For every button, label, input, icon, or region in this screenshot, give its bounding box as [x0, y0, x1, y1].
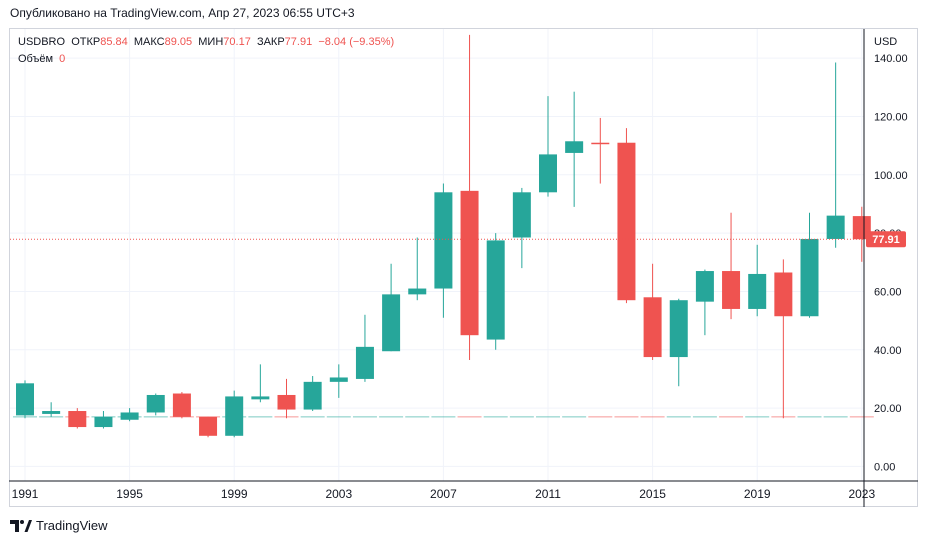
candle-body: [94, 416, 113, 428]
candle-body: [486, 240, 505, 340]
y-tick-label: 60.00: [874, 286, 902, 298]
high-value: 89.05: [164, 36, 193, 48]
y-tick-label: 0.00: [874, 461, 895, 473]
candle-body: [277, 394, 296, 410]
candle-body: [695, 271, 714, 302]
y-tick-label: 100.00: [874, 170, 908, 182]
candle-body: [800, 238, 819, 317]
candle-body: [329, 377, 348, 382]
close-value: 77.91: [284, 36, 313, 48]
candle-body: [434, 192, 453, 289]
y-tick-label: 20.00: [874, 403, 902, 415]
x-tick-label: 2007: [430, 487, 457, 501]
y-tick-label: 140.00: [874, 53, 908, 65]
x-tick-label: 2019: [744, 487, 771, 501]
candle-body: [643, 297, 662, 358]
open-value: 85.84: [100, 36, 128, 48]
symbol-name[interactable]: USDBRO: [18, 36, 66, 48]
candle-body: [382, 294, 401, 352]
candle-body: [16, 383, 34, 416]
candle-body: [408, 288, 427, 295]
x-tick-label: 1991: [12, 487, 39, 501]
volume-row: Объём 0: [18, 51, 394, 68]
tradingview-logo-icon: [10, 519, 32, 532]
time-axis[interactable]: 1991 1995 1999 2003 2007 2011 2015 2019 2023: [9, 480, 918, 501]
candle-body: [748, 273, 767, 309]
ohlc-row: USDBRO ОТКР85.84 МАКС89.05 МИН70.17 ЗАКР…: [18, 34, 394, 51]
candle-body: [617, 142, 636, 301]
x-tick-label: 2003: [325, 487, 352, 501]
x-tick-label: 1995: [116, 487, 143, 501]
x-tick-label: 2023: [848, 487, 875, 501]
candle-body: [146, 394, 165, 413]
candle-body: [120, 412, 139, 420]
last-price-label: 77.91: [872, 234, 900, 246]
candle-body: [172, 393, 191, 417]
candle-body: [42, 411, 61, 414]
low-value: 70.17: [223, 36, 251, 48]
candle-body: [565, 141, 584, 153]
price-axis[interactable]: 0.0020.0040.0060.0080.00100.00120.00140.…: [10, 29, 908, 507]
published-caption: Опубликовано на TradingView.com, Апр 27,…: [10, 6, 355, 20]
candle-body: [225, 396, 244, 436]
candle-body: [512, 192, 531, 238]
candle-body: [460, 190, 479, 336]
y-tick-label: 120.00: [874, 111, 908, 123]
change-value: −8.04 (−9.35%): [318, 36, 395, 48]
candle-body: [355, 346, 374, 379]
candle-body: [826, 215, 845, 239]
open-label: ОТКР: [71, 36, 101, 48]
high-label: МАКС: [133, 36, 165, 48]
volume-value: 0: [59, 53, 66, 65]
candle-body: [303, 381, 322, 410]
candle-body: [539, 154, 557, 193]
candles: [16, 34, 871, 438]
candle-body: [68, 411, 87, 428]
footer[interactable]: TradingView: [10, 518, 108, 533]
currency-label: USD: [874, 36, 897, 48]
low-label: МИН: [198, 36, 224, 48]
candle-body: [199, 416, 218, 436]
last-price-badge: [866, 231, 906, 248]
candle-body: [669, 300, 688, 358]
candle-body: [774, 272, 793, 317]
candle-body: [591, 142, 610, 145]
candle-body: [722, 271, 741, 309]
footer-brand: TradingView: [36, 518, 108, 533]
x-tick-label: 2015: [639, 487, 666, 501]
legend: USDBRO ОТКР85.84 МАКС89.05 МИН70.17 ЗАКР…: [18, 34, 394, 68]
candle-body: [251, 396, 270, 400]
close-label: ЗАКР: [256, 36, 285, 48]
chart-frame: [9, 28, 918, 507]
x-tick-label: 1999: [221, 487, 248, 501]
y-tick-label: 40.00: [874, 345, 902, 357]
x-tick-label: 2011: [535, 487, 561, 501]
volume-label: Объём: [18, 53, 54, 65]
